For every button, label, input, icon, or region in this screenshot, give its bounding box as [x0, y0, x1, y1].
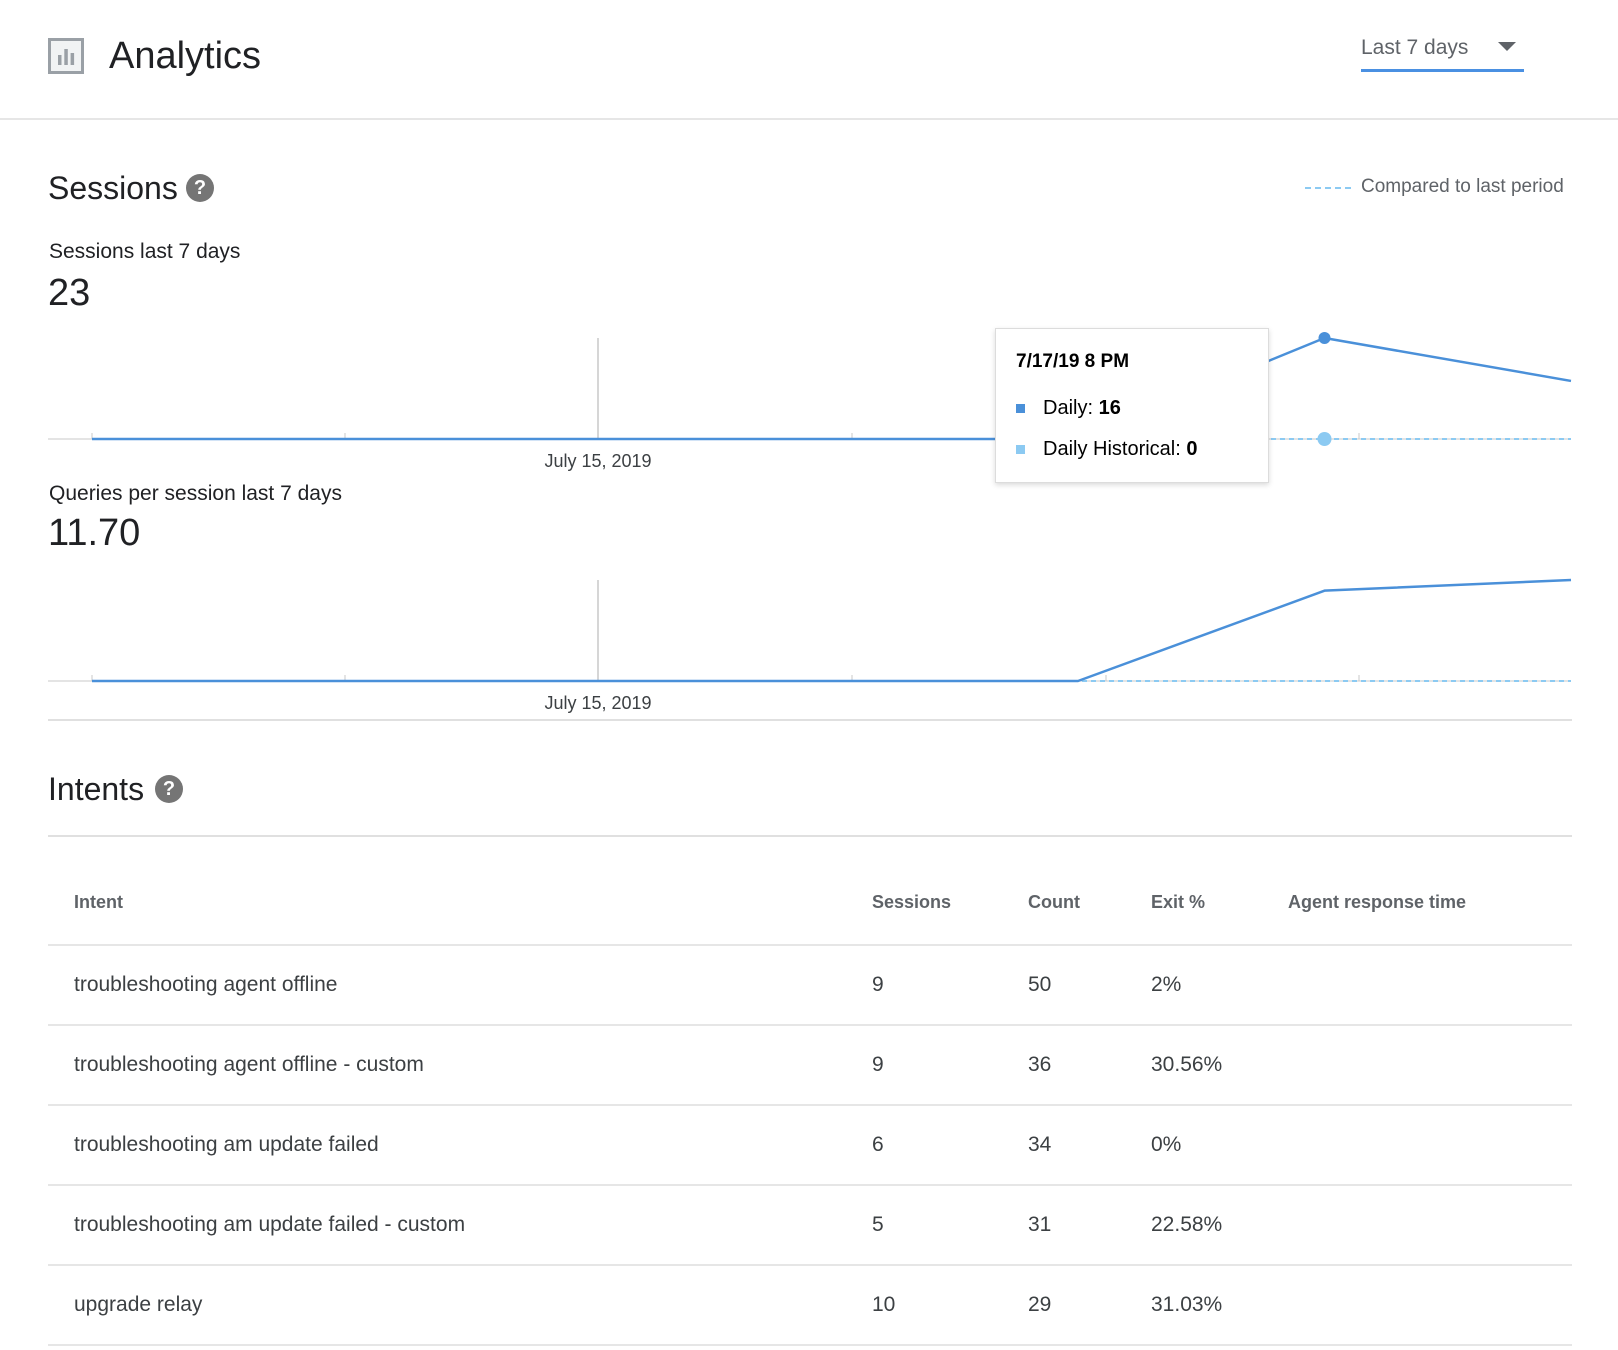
intent-exit-percent: 2% — [1151, 945, 1288, 1026]
column-header-agent-response-time[interactable]: Agent response time — [1288, 860, 1572, 946]
intent-name: troubleshooting agent offline - custom — [48, 1025, 872, 1106]
app-header: Analytics Last 7 days — [0, 0, 1618, 120]
intent-agent-response-time — [1288, 1105, 1572, 1186]
intent-exit-percent: 0% — [1151, 1105, 1288, 1186]
help-icon[interactable]: ? — [186, 174, 214, 202]
intent-sessions: 10 — [872, 1265, 1028, 1346]
intent-exit-percent: 22.58% — [1151, 1185, 1288, 1266]
intent-sessions: 5 — [872, 1185, 1028, 1266]
page-title: Analytics — [109, 35, 262, 77]
sessions-metric-value: 23 — [48, 272, 91, 314]
tooltip-label-historical: Daily Historical: — [1043, 438, 1181, 460]
intent-exit-percent: 30.56% — [1151, 1025, 1288, 1106]
tooltip-row-historical: Daily Historical: 0 — [1016, 438, 1198, 461]
date-range-value: Last 7 days — [1361, 36, 1469, 59]
queries-chart: July 15, 2019 — [48, 578, 1572, 713]
sessions-metric-label: Sessions last 7 days — [49, 240, 241, 263]
intent-sessions: 9 — [872, 945, 1028, 1026]
intent-sessions: 9 — [872, 1025, 1028, 1106]
column-header-intent[interactable]: Intent — [48, 860, 872, 946]
table-row[interactable]: troubleshooting am update failed 6 34 0% — [48, 1105, 1572, 1186]
queries-metric-label: Queries per session last 7 days — [49, 482, 342, 505]
intents-table: Intent Sessions Count Exit % Agent respo… — [48, 860, 1572, 1346]
daily-series-line — [92, 578, 1572, 683]
intent-name: troubleshooting agent offline — [48, 945, 872, 1026]
intent-name: troubleshooting am update failed — [48, 1105, 872, 1186]
intent-agent-response-time — [1288, 1025, 1572, 1106]
table-row[interactable]: troubleshooting agent offline - custom 9… — [48, 1025, 1572, 1106]
table-row[interactable]: troubleshooting am update failed - custo… — [48, 1185, 1572, 1266]
hover-marker-daily — [1318, 332, 1331, 344]
intent-name: troubleshooting am update failed - custo… — [48, 1185, 872, 1266]
intent-agent-response-time — [1288, 1185, 1572, 1266]
section-divider — [48, 719, 1572, 721]
sessions-chart: July 15, 2019 — [48, 332, 1572, 471]
hover-marker-historical — [1317, 432, 1332, 446]
tooltip-swatch-historical — [1016, 445, 1025, 455]
dropdown-arrow-icon — [1498, 42, 1516, 51]
legend-dashed-line — [1305, 187, 1351, 189]
sessions-title: Sessions — [48, 170, 178, 206]
column-header-exit[interactable]: Exit % — [1151, 860, 1288, 946]
intents-title: Intents — [48, 771, 145, 807]
intent-exit-percent: 31.03% — [1151, 1265, 1288, 1346]
intent-count: 31 — [1028, 1185, 1151, 1266]
column-header-sessions[interactable]: Sessions — [872, 860, 1028, 946]
x-tick-label: July 15, 2019 — [544, 451, 651, 471]
tooltip-label-daily: Daily: — [1043, 397, 1094, 419]
intent-count: 29 — [1028, 1265, 1151, 1346]
intent-name: upgrade relay — [48, 1265, 872, 1346]
intents-header-divider — [48, 835, 1572, 837]
table-row[interactable]: upgrade relay 10 29 31.03% — [48, 1265, 1572, 1346]
queries-metric-value: 11.70 — [48, 512, 141, 554]
intent-count: 50 — [1028, 945, 1151, 1026]
bar-chart-icon — [48, 38, 84, 74]
legend-label: Compared to last period — [1361, 176, 1564, 197]
column-header-count[interactable]: Count — [1028, 860, 1151, 946]
chart-tooltip: 7/17/19 8 PM Daily: 16 Daily Historical:… — [995, 328, 1269, 483]
intent-agent-response-time — [1288, 1265, 1572, 1346]
tooltip-swatch-daily — [1016, 404, 1025, 414]
daily-series-line — [92, 336, 1572, 441]
help-icon[interactable]: ? — [155, 775, 183, 803]
date-range-select[interactable]: Last 7 days — [1361, 28, 1524, 72]
table-row[interactable]: troubleshooting agent offline 9 50 2% — [48, 945, 1572, 1026]
intent-count: 34 — [1028, 1105, 1151, 1186]
intent-agent-response-time — [1288, 945, 1572, 1026]
tooltip-value-historical: 0 — [1186, 438, 1198, 460]
tooltip-title: 7/17/19 8 PM — [1016, 351, 1130, 372]
table-header-row: Intent Sessions Count Exit % Agent respo… — [48, 860, 1572, 946]
intent-sessions: 6 — [872, 1105, 1028, 1186]
intent-count: 36 — [1028, 1025, 1151, 1106]
tooltip-value-daily: 16 — [1098, 397, 1121, 419]
tooltip-row-daily: Daily: 16 — [1016, 397, 1121, 420]
x-tick-label: July 15, 2019 — [544, 693, 651, 713]
